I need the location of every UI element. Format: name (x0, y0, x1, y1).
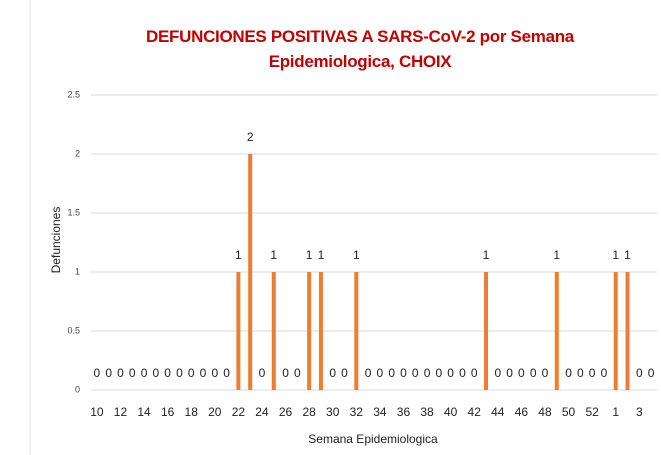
data-label: 0 (459, 366, 466, 380)
x-tick-label: 50 (562, 405, 576, 419)
y-tick-label: 1.5 (67, 207, 80, 217)
data-label: 0 (129, 366, 136, 380)
data-label: 0 (105, 366, 112, 380)
data-label: 0 (471, 366, 478, 380)
data-label: 1 (270, 248, 277, 262)
bar (625, 272, 630, 390)
x-tick-label: 12 (114, 405, 128, 419)
x-tick-label: 24 (255, 405, 269, 419)
x-tick-label: 48 (538, 405, 552, 419)
data-label: 0 (400, 366, 407, 380)
data-label: 0 (294, 366, 301, 380)
bar (248, 154, 253, 390)
data-label: 1 (306, 248, 313, 262)
data-label: 0 (589, 366, 596, 380)
x-tick-label: 14 (137, 405, 151, 419)
bar (613, 272, 618, 390)
bar (236, 272, 241, 390)
x-tick-label: 10 (90, 405, 104, 419)
data-label: 0 (141, 366, 148, 380)
data-label: 0 (412, 366, 419, 380)
x-tick-label: 44 (491, 405, 505, 419)
data-label: 1 (353, 248, 360, 262)
bar (271, 272, 276, 390)
data-label: 0 (282, 366, 289, 380)
x-tick-label: 36 (397, 405, 411, 419)
x-tick-label: 28 (302, 405, 316, 419)
x-tick-label: 1 (612, 405, 619, 419)
data-label: 0 (329, 366, 336, 380)
data-label: 0 (601, 366, 608, 380)
y-axis-title: Defunciones (49, 207, 63, 274)
bar (307, 272, 312, 390)
data-label: 0 (447, 366, 454, 380)
y-tick-label: 0.5 (67, 325, 80, 335)
data-label: 0 (565, 366, 572, 380)
y-tick-label: 0 (75, 384, 80, 394)
x-tick-label: 32 (350, 405, 364, 419)
bar (554, 272, 559, 390)
x-tick-label: 52 (585, 405, 599, 419)
data-label: 0 (223, 366, 230, 380)
data-label: 0 (94, 366, 101, 380)
data-label: 0 (530, 366, 537, 380)
data-label: 0 (577, 366, 584, 380)
data-label: 1 (483, 248, 490, 262)
data-label: 0 (494, 366, 501, 380)
x-tick-label: 46 (515, 405, 529, 419)
data-label: 0 (636, 366, 643, 380)
x-tick-label: 18 (185, 405, 199, 419)
data-label: 0 (200, 366, 207, 380)
data-label: 0 (648, 366, 655, 380)
data-label: 0 (436, 366, 443, 380)
x-tick-label: 16 (161, 405, 175, 419)
data-label: 0 (117, 366, 124, 380)
y-tick-label: 2 (75, 148, 80, 158)
x-tick-label: 20 (208, 405, 222, 419)
x-tick-label: 42 (468, 405, 482, 419)
data-label: 0 (424, 366, 431, 380)
data-label: 1 (624, 248, 631, 262)
x-tick-label: 40 (444, 405, 458, 419)
data-label: 0 (211, 366, 218, 380)
x-tick-label: 30 (326, 405, 340, 419)
bar (354, 272, 359, 390)
x-tick-label: 34 (373, 405, 387, 419)
data-label: 1 (553, 248, 560, 262)
x-axis-title: Semana Epidemiologica (308, 432, 438, 446)
data-label: 0 (164, 366, 171, 380)
data-label: 0 (377, 366, 384, 380)
y-tick-label: 1 (75, 266, 80, 276)
data-label: 0 (542, 366, 549, 380)
data-label: 0 (341, 366, 348, 380)
data-label: 1 (235, 248, 242, 262)
data-label: 0 (506, 366, 513, 380)
data-label: 0 (188, 366, 195, 380)
data-label: 2 (247, 130, 254, 144)
data-label: 0 (259, 366, 266, 380)
bar (484, 272, 489, 390)
y-tick-label: 2.5 (67, 89, 80, 99)
bar (318, 272, 323, 390)
data-label: 0 (365, 366, 372, 380)
data-label: 0 (176, 366, 183, 380)
x-tick-label: 3 (636, 405, 643, 419)
data-label: 1 (612, 248, 619, 262)
x-tick-label: 22 (232, 405, 246, 419)
x-tick-label: 38 (420, 405, 434, 419)
data-label: 0 (388, 366, 395, 380)
chart-title: DEFUNCIONES POSITIVAS A SARS-CoV-2 por S… (146, 27, 574, 71)
x-tick-label: 26 (279, 405, 293, 419)
data-label: 0 (518, 366, 525, 380)
data-label: 1 (318, 248, 325, 262)
data-label: 0 (153, 366, 160, 380)
